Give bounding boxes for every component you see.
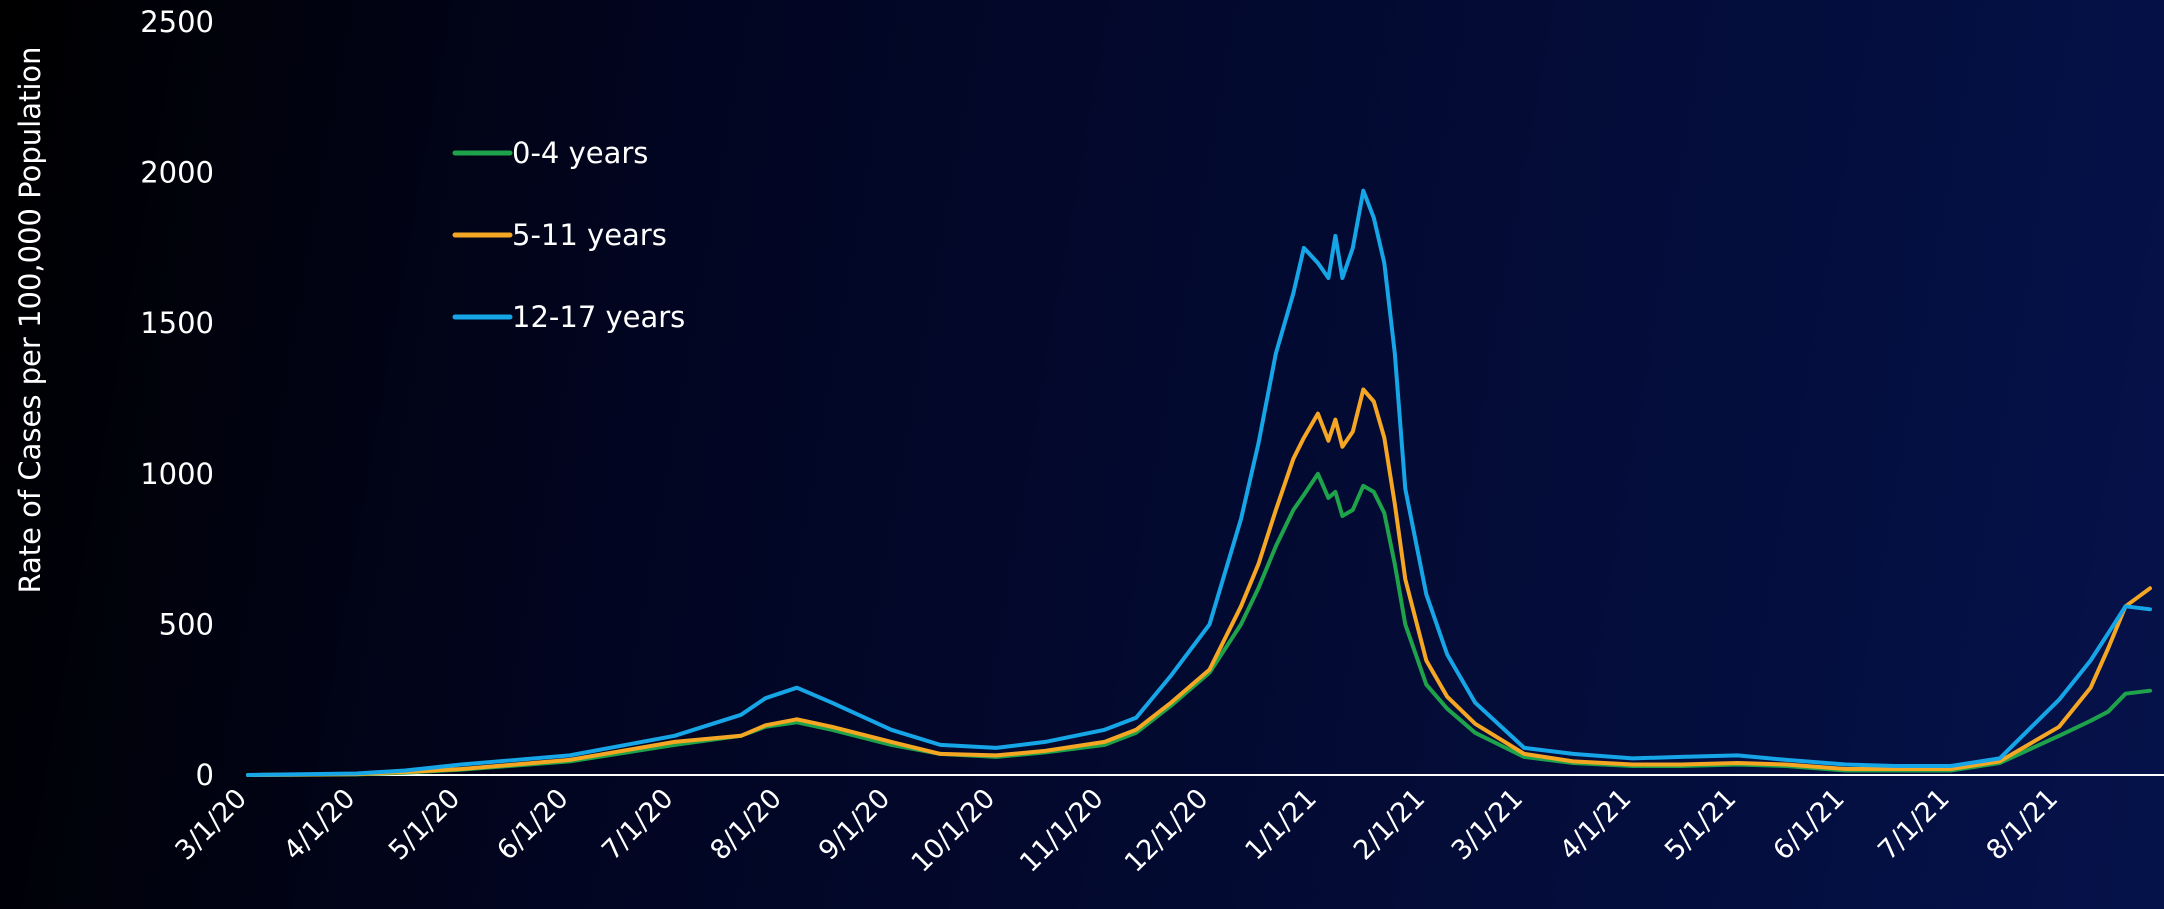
x-tick-label: 10/1/20	[906, 783, 1002, 879]
x-tick-label: 6/1/20	[491, 783, 574, 866]
y-tick-label: 1000	[140, 457, 214, 491]
legend-label: 12-17 years	[512, 300, 685, 334]
y-axis-label: Rate of Cases per 100,000 Population	[13, 46, 47, 593]
legend-label: 0-4 years	[512, 136, 648, 170]
x-tick-label: 6/1/21	[1767, 783, 1850, 866]
series-line-5-11-years	[246, 387, 2152, 777]
x-tick-label: 8/1/21	[1981, 783, 2064, 866]
x-tick-label: 5/1/21	[1659, 783, 1742, 866]
x-tick-label: 2/1/21	[1348, 783, 1431, 866]
y-tick-label: 0	[196, 758, 214, 792]
x-tick-label: 12/1/20	[1119, 783, 1215, 879]
x-tick-label: 1/1/21	[1239, 783, 1322, 866]
y-tick-label: 2500	[140, 5, 214, 39]
legend-label: 5-11 years	[512, 218, 667, 252]
x-tick-label: 4/1/21	[1554, 783, 1637, 866]
x-tick-label: 11/1/20	[1014, 783, 1110, 879]
y-tick-label: 2000	[140, 156, 214, 190]
x-tick-label: 7/1/21	[1872, 783, 1955, 866]
series-line-0-4-years	[246, 471, 2152, 777]
x-tick-label: 7/1/20	[596, 783, 679, 866]
series-line-12-17-years	[246, 188, 2152, 777]
x-tick-label: 8/1/20	[705, 783, 788, 866]
y-tick-label: 500	[159, 607, 214, 641]
y-tick-label: 1500	[140, 306, 214, 340]
x-tick-label: 4/1/20	[278, 783, 361, 866]
x-tick-label: 3/1/20	[170, 783, 253, 866]
x-tick-label: 5/1/20	[383, 783, 466, 866]
x-tick-label: 3/1/21	[1446, 783, 1529, 866]
x-tick-label: 9/1/20	[813, 783, 896, 866]
